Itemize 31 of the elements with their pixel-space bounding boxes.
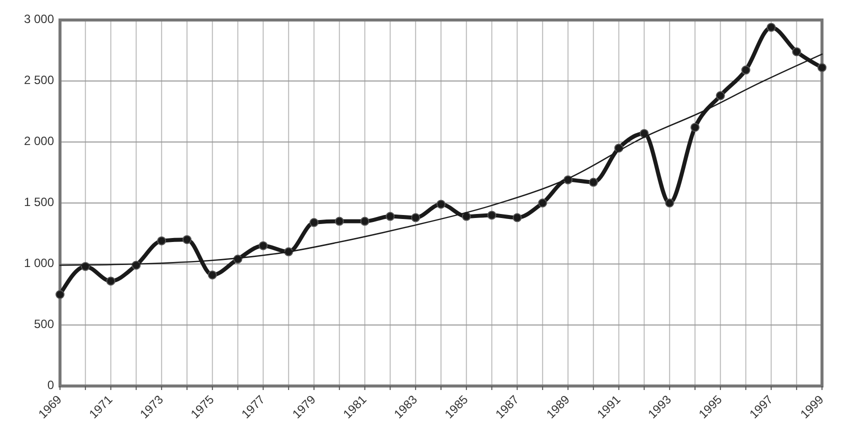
point (386, 212, 395, 221)
point (741, 66, 750, 75)
point (56, 290, 64, 299)
point (487, 210, 496, 220)
y-tick-label: 0 (47, 378, 54, 392)
point (512, 213, 522, 222)
y-tick-label: 3 000 (24, 12, 54, 26)
point (462, 212, 471, 221)
y-tick-label: 1 500 (24, 195, 54, 210)
point (334, 216, 344, 226)
point (310, 218, 318, 228)
point (411, 213, 420, 222)
point (182, 235, 192, 244)
point (792, 47, 802, 56)
y-tick-label: 2 500 (24, 73, 54, 88)
point (766, 22, 776, 32)
y-tick-label: 1 000 (24, 256, 54, 270)
point (258, 241, 268, 250)
point (157, 236, 166, 246)
point (436, 200, 446, 209)
point (360, 216, 370, 226)
point (818, 63, 826, 72)
y-tick-label: 2 000 (24, 134, 54, 148)
point (665, 198, 674, 208)
point (690, 122, 700, 132)
y-tick-label: 500 (34, 317, 54, 332)
point (716, 91, 725, 100)
point (106, 276, 116, 286)
point (588, 178, 598, 187)
point (208, 270, 217, 280)
point (538, 198, 548, 208)
